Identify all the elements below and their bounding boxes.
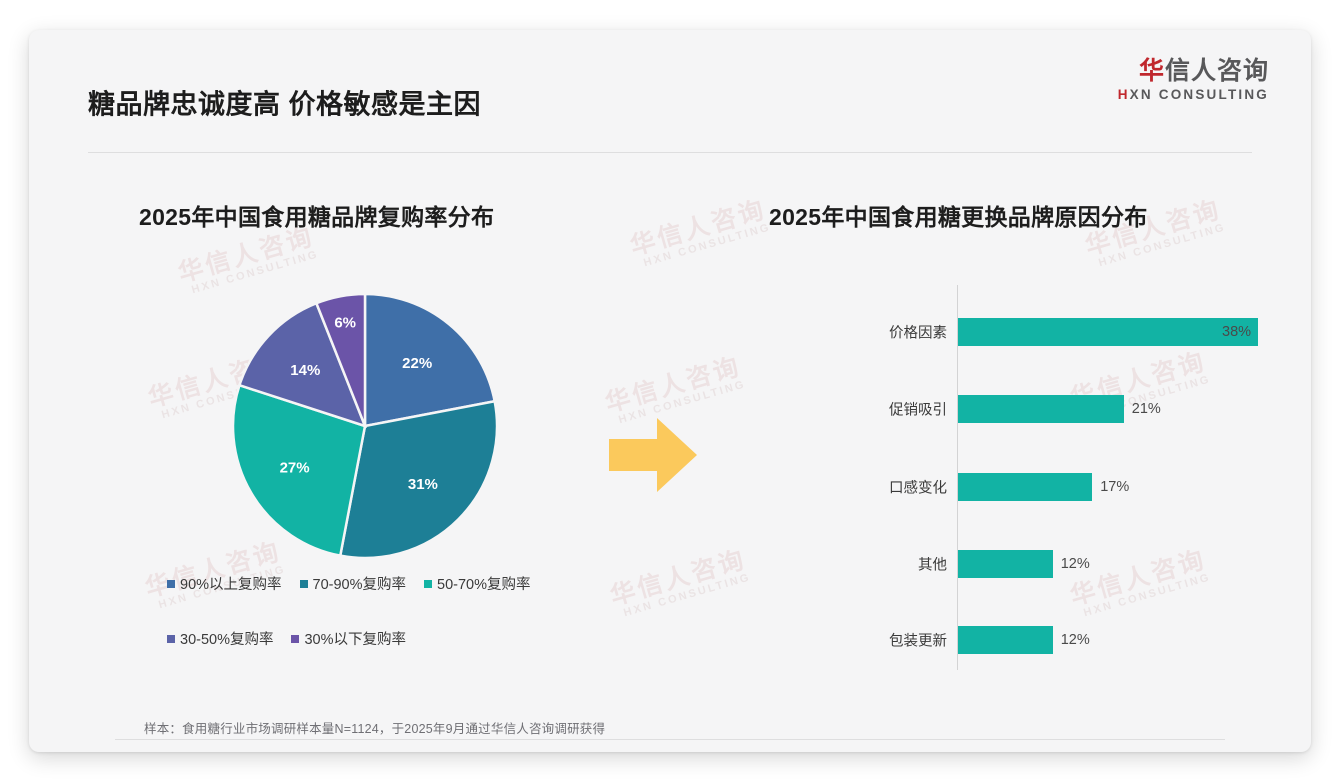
bar-fill bbox=[958, 473, 1093, 501]
legend-label: 70-90%复购率 bbox=[312, 577, 407, 593]
bar-category-label: 包装更新 bbox=[889, 633, 947, 650]
bar-row[interactable]: 促销吸引 21% bbox=[789, 395, 1269, 423]
pie-slice-group bbox=[231, 292, 499, 560]
pie-slice-label: 22% bbox=[402, 355, 432, 372]
legend-label: 30%以下复购率 bbox=[304, 632, 407, 648]
logo-cn-rest: 信人咨询 bbox=[1164, 57, 1269, 85]
slide-header: 糖品牌忠诚度高 价格敏感是主因 华信人咨询 HXN CONSULTING bbox=[29, 30, 1311, 125]
legend-label: 50-70%复购率 bbox=[437, 577, 531, 593]
slide: 华信人咨询 HXN CONSULTING 华信人咨询 HXN CONSULTIN… bbox=[29, 30, 1311, 752]
legend-swatch bbox=[167, 579, 175, 588]
pie-chart: 22% 31% 27% 14% 6% bbox=[227, 288, 503, 564]
source-note: 样本：食用糖行业市场调研样本量N=1124，于2025年9月通过华信人咨询调研获… bbox=[144, 722, 606, 736]
legend-item[interactable]: 30%以下复购率 bbox=[291, 628, 406, 649]
legend-swatch bbox=[424, 579, 433, 588]
right-chart-title: 2025年中国食用糖更换品牌原因分布 bbox=[769, 204, 1148, 230]
left-chart-title: 2025年中国食用糖品牌复购率分布 bbox=[139, 204, 495, 230]
pie-chart-svg: 22% 31% 27% 14% 6% bbox=[231, 292, 499, 560]
slide-content: 2025年中国食用糖品牌复购率分布 2025年中国食用糖更换品牌原因分布 22%… bbox=[29, 30, 1311, 752]
footer-divider bbox=[115, 739, 1225, 740]
legend-swatch bbox=[291, 634, 300, 643]
bar-value-label: 17% bbox=[1100, 479, 1130, 495]
logo-english: HXN CONSULTING bbox=[1118, 87, 1269, 102]
bar-row[interactable]: 其他 12% bbox=[789, 550, 1269, 578]
pie-legend: 90%以上复购率 70-90%复购率 50-70%复购率 30-50%复购率 30%以… bbox=[167, 573, 597, 683]
bar-chart-axis bbox=[957, 285, 958, 670]
bar-chart: 价格因素 38% 促销吸引 21% 口感变化 17% 其他 12% 包装更新 12% bbox=[789, 285, 1269, 685]
bar-row[interactable]: 包装更新 12% bbox=[789, 626, 1269, 654]
pie-slice-label: 27% bbox=[280, 460, 310, 477]
bar-row[interactable]: 价格因素 38% bbox=[789, 318, 1269, 346]
pie-slice bbox=[363, 292, 497, 428]
pie-slice-label: 31% bbox=[408, 476, 438, 493]
bar-value-label: 12% bbox=[1060, 556, 1090, 572]
right-arrow-svg bbox=[609, 418, 697, 492]
pie-slice bbox=[314, 292, 367, 427]
bar-value-label: 21% bbox=[1131, 401, 1161, 417]
right-arrow-icon bbox=[607, 412, 699, 498]
logo-en-rest: XN CONSULTING bbox=[1129, 86, 1269, 102]
bar-row[interactable]: 口感变化 17% bbox=[789, 473, 1269, 501]
legend-row: 90%以上复购率 70-90%复购率 50-70%复购率 bbox=[167, 573, 597, 594]
legend-label: 30-50%复购率 bbox=[180, 632, 274, 648]
header-divider bbox=[88, 152, 1252, 153]
pie-slice-label: 6% bbox=[334, 314, 356, 331]
brand-logo: 华信人咨询 HXN CONSULTING bbox=[1118, 57, 1269, 102]
page-title: 糖品牌忠诚度高 价格敏感是主因 bbox=[88, 89, 482, 120]
bar-fill bbox=[958, 318, 1258, 346]
legend-label: 90%以上复购率 bbox=[180, 577, 282, 593]
pie-slice bbox=[338, 399, 499, 560]
logo-chinese: 华信人咨询 bbox=[1118, 57, 1269, 86]
legend-swatch bbox=[167, 634, 175, 643]
logo-cn-accent: 华 bbox=[1138, 57, 1165, 85]
legend-item[interactable]: 50-70%复购率 bbox=[424, 573, 531, 594]
pie-slice-label: 14% bbox=[290, 362, 320, 379]
bar-category-label: 其他 bbox=[918, 557, 947, 574]
bar-fill bbox=[958, 626, 1053, 654]
bar-category-label: 口感变化 bbox=[889, 480, 947, 497]
bar-fill bbox=[958, 395, 1124, 423]
logo-en-accent: H bbox=[1117, 86, 1130, 102]
bar-value-label: 12% bbox=[1060, 632, 1090, 648]
legend-item[interactable]: 90%以上复购率 bbox=[167, 573, 282, 594]
legend-item[interactable]: 30-50%复购率 bbox=[167, 628, 273, 649]
legend-item[interactable]: 70-90%复购率 bbox=[299, 573, 407, 594]
legend-row: 30-50%复购率 30%以下复购率 bbox=[167, 628, 597, 649]
bar-category-label: 促销吸引 bbox=[889, 402, 947, 419]
pie-slice bbox=[237, 301, 368, 429]
bar-value-label: 38% bbox=[1222, 324, 1252, 340]
bar-fill bbox=[958, 550, 1053, 578]
pie-label-group: 22% 31% 27% 14% 6% bbox=[280, 314, 438, 493]
bar-category-label: 价格因素 bbox=[889, 325, 947, 342]
legend-swatch bbox=[299, 579, 308, 588]
pie-slice bbox=[231, 383, 367, 558]
